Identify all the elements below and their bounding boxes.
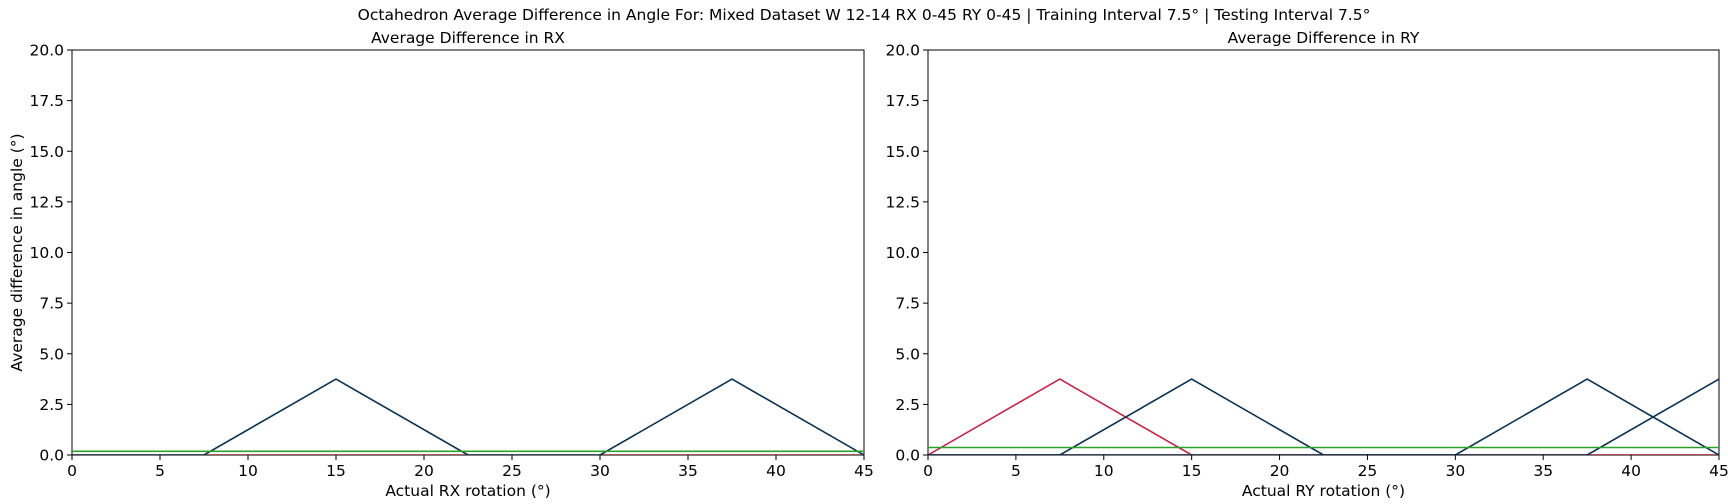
y-tick-label-ry: 5.0 [895,345,920,363]
x-tick-label-ry: 0 [923,462,933,480]
series-line-rx-2 [72,378,864,455]
x-tick-label-ry: 30 [1445,462,1465,480]
y-axis-label-rx: Average difference in angle (°) [8,133,26,371]
chart-ry: Average Difference in RY 0 5 10 15 20 25 30 35 40… [885,29,1728,500]
x-tick-label-ry: 20 [1270,462,1290,480]
plot-frame-rx [71,49,865,456]
x-tick-label-ry: 10 [1094,462,1114,480]
x-tick-label-ry: 40 [1621,462,1641,480]
plot-frame-ry [927,49,1720,456]
series-line-ry-3 [928,378,1719,455]
y-tick-label-rx: 20.0 [29,42,64,60]
x-axis-label-ry: Actual RY rotation (°) [1242,482,1405,500]
series-line-ry-2 [928,378,1719,455]
x-tick-label-ry: 25 [1358,462,1378,480]
x-tick-label-rx: 15 [326,462,346,480]
y-tick-label-ry: 12.5 [885,193,920,211]
y-tick-label-rx: 15.0 [29,143,64,161]
x-tick-label-ry: 15 [1182,462,1202,480]
x-tick-label-rx: 0 [67,462,77,480]
figure-title: Octahedron Average Difference in Angle F… [357,6,1371,24]
y-tick-label-ry: 2.5 [895,396,920,414]
y-tick-label-ry: 20.0 [885,42,920,60]
y-tick-label-rx: 5.0 [39,345,64,363]
y-tick-label-ry: 17.5 [885,92,920,110]
series-line-ry-4 [928,378,1719,455]
y-tick-label-ry: 10.0 [885,244,920,262]
x-axis-label-rx: Actual RX rotation (°) [385,482,550,500]
chart-title-rx: Average Difference in RX [371,29,565,47]
chart-rx: Average Difference in RX 0 5 10 15 20 25 30 35 40… [8,29,874,500]
x-tick-label-rx: 45 [854,462,874,480]
y-tick-label-rx: 2.5 [39,396,64,414]
y-tick-label-rx: 12.5 [29,193,64,211]
y-tick-label-rx: 17.5 [29,92,64,110]
y-tick-label-ry: 0.0 [895,447,920,465]
series-group-ry [928,378,1719,455]
y-tick-label-rx: 0.0 [39,447,64,465]
y-tick-label-rx: 7.5 [39,295,64,313]
x-tick-label-rx: 25 [502,462,522,480]
series-group-rx [72,378,864,455]
chart-title-ry: Average Difference in RY [1228,29,1420,47]
x-tick-label-rx: 20 [414,462,434,480]
y-tick-label-ry: 7.5 [895,295,920,313]
x-tick-label-ry: 35 [1533,462,1553,480]
x-tick-label-rx: 5 [155,462,165,480]
x-tick-label-ry: 45 [1709,462,1728,480]
x-tick-label-rx: 40 [766,462,786,480]
x-tick-label-rx: 30 [590,462,610,480]
x-tick-label-rx: 10 [238,462,258,480]
y-tick-label-ry: 15.0 [885,143,920,161]
x-tick-label-ry: 5 [1011,462,1021,480]
y-tick-label-rx: 10.0 [29,244,64,262]
x-tick-label-rx: 35 [678,462,698,480]
